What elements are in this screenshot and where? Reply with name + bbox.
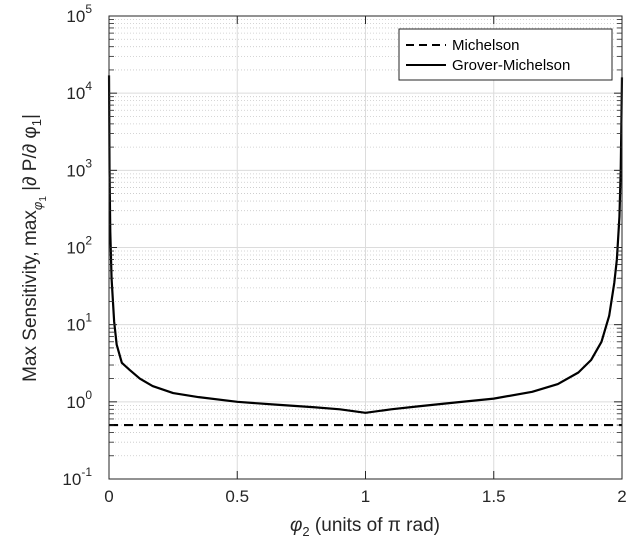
y-axis-label-main: Max Sensitivity, max [20,210,41,382]
y-tick-exponent: 3 [85,156,92,170]
y-tick-label: 104 [66,79,92,103]
series-line-grover-michelson [107,75,624,414]
legend: Michelson Grover-Michelson [398,28,613,81]
y-axis-label-abs-sub: 1 [29,119,44,126]
x-axis-label-rest: (units of π rad) [310,515,440,536]
x-axis-label-sub: 2 [302,524,309,539]
y-tick-base: 10 [62,470,81,489]
legend-grover-label: Grover-Michelson [452,57,570,74]
y-tick-exponent: 5 [85,2,92,16]
y-tick-exponent: 1 [85,311,92,325]
y-tick-base: 10 [66,393,85,412]
x-tick-label: 1 [361,487,370,506]
y-tick-base: 10 [66,239,85,258]
y-tick-base: 10 [66,161,85,180]
y-tick-exponent: 0 [85,388,92,402]
series-layer [107,75,624,427]
y-tick-label: 102 [66,234,92,258]
y-tick-base: 10 [66,316,85,335]
x-tick-label: 1.5 [482,487,506,506]
y-tick-base: 10 [66,7,85,26]
y-tick-label: 101 [66,311,92,335]
x-tick-label: 0 [104,487,113,506]
y-axis-label-sub: φ [30,201,45,210]
x-tick-label: 0.5 [225,487,249,506]
y-axis-label-subsub: 1 [38,196,49,202]
axis-ticks [108,15,623,480]
y-axis-label-abs: |∂ P/∂ φ [20,126,41,196]
y-tick-label: 103 [66,156,92,180]
x-tick-label: 2 [617,487,626,506]
y-tick-label: 100 [66,388,92,412]
x-axis-label-symbol: φ [290,515,302,536]
y-tick-exponent: 4 [85,79,92,93]
legend-box [398,28,613,81]
y-tick-base: 10 [66,84,85,103]
y-axis-label: Max Sensitivity, maxφ1 |∂ P/∂ φ1| [20,114,49,382]
y-tick-label: 10-1 [62,465,92,489]
x-axis-label: φ2 (units of π rad) [290,515,440,539]
legend-michelson-label: Michelson [452,37,520,54]
y-tick-exponent: 2 [85,234,92,248]
y-tick-label: 105 [66,2,92,26]
y-tick-exponent: -1 [81,465,92,479]
y-axis-label-close: | [20,114,41,119]
x-tick-labels: 0 0.5 1 1.5 2 [104,487,626,506]
